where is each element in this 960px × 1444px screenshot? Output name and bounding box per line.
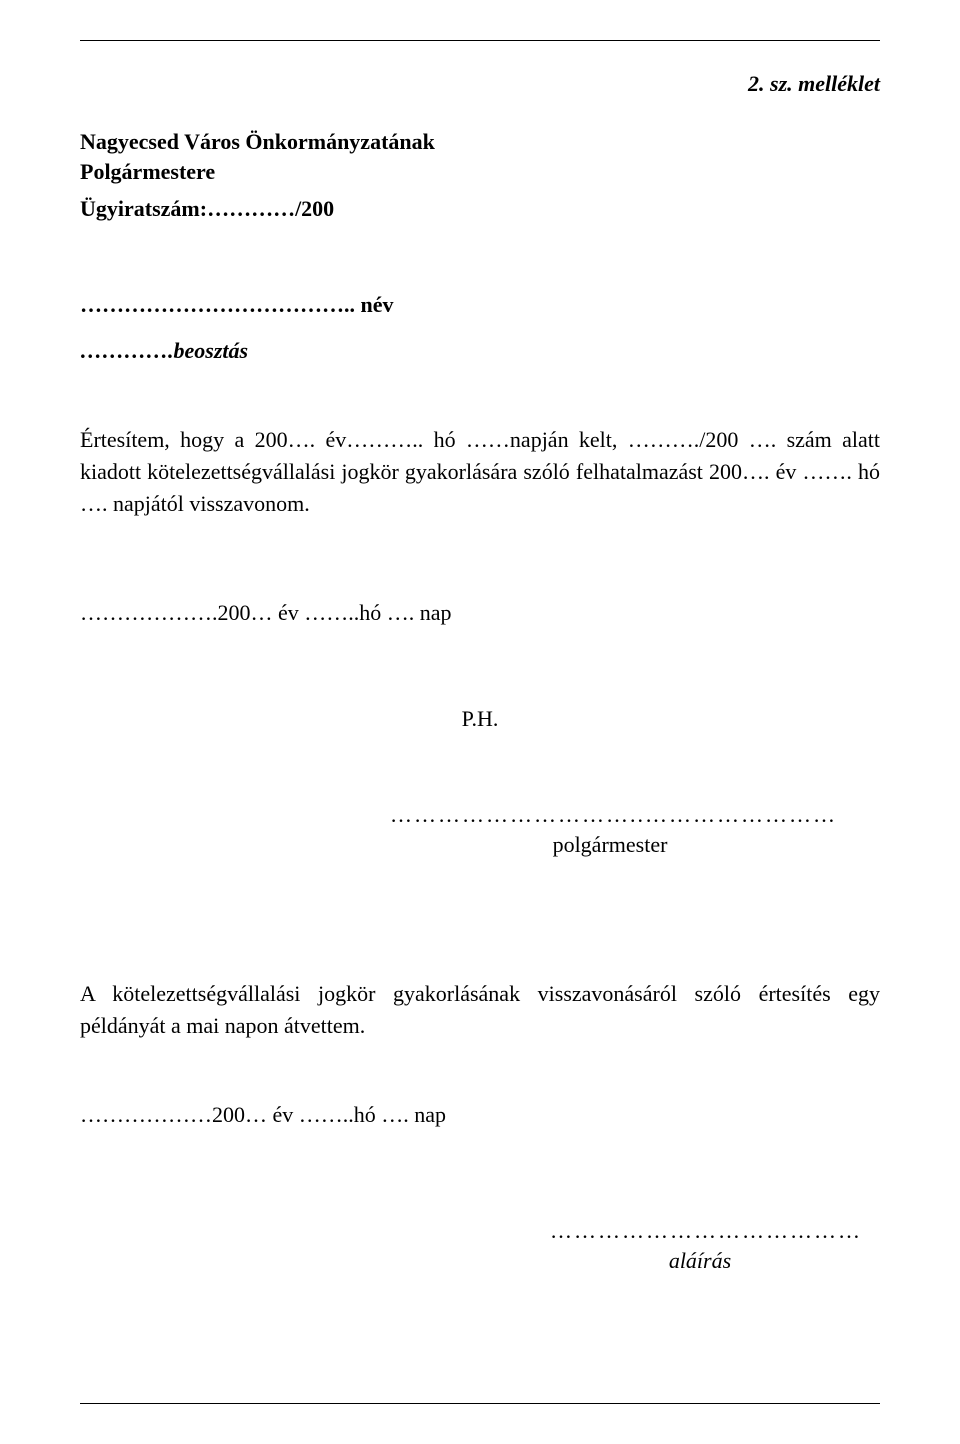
top-horizontal-rule <box>80 40 880 41</box>
bottom-horizontal-rule <box>80 1403 880 1404</box>
date-line-1: ……………….200… év ……..hó …. nap <box>80 600 880 626</box>
signature-label-1: polgármester <box>390 832 830 858</box>
org-block: Nagyecsed Város Önkormányzatának Polgárm… <box>80 127 880 186</box>
position-line: ………….beosztás <box>80 338 880 364</box>
notification-paragraph: Értesítem, hogy a 200…. év……….. hó ……nap… <box>80 424 880 520</box>
signature-dots-1: …………………………..…………………… <box>390 802 830 828</box>
org-line-2: Polgármestere <box>80 157 880 187</box>
case-number: Ügyiratszám:…………/200 <box>80 196 880 222</box>
signature-label-2: aláírás <box>550 1248 850 1274</box>
name-line: ……………………………….. név <box>80 292 880 318</box>
date-line-2: ………………200… év ……..hó …. nap <box>80 1102 880 1128</box>
signature-block-1: …………………………..…………………… polgármester <box>390 802 830 858</box>
org-line-1: Nagyecsed Város Önkormányzatának <box>80 127 880 157</box>
signature-block-2: ………………………………… aláírás <box>550 1218 850 1274</box>
receipt-paragraph: A kötelezettségvállalási jogkör gyakorlá… <box>80 978 880 1042</box>
annex-label: 2. sz. melléklet <box>80 71 880 97</box>
signature-dots-2: ………………………………… <box>550 1218 850 1244</box>
stamp-placeholder: P.H. <box>80 706 880 732</box>
